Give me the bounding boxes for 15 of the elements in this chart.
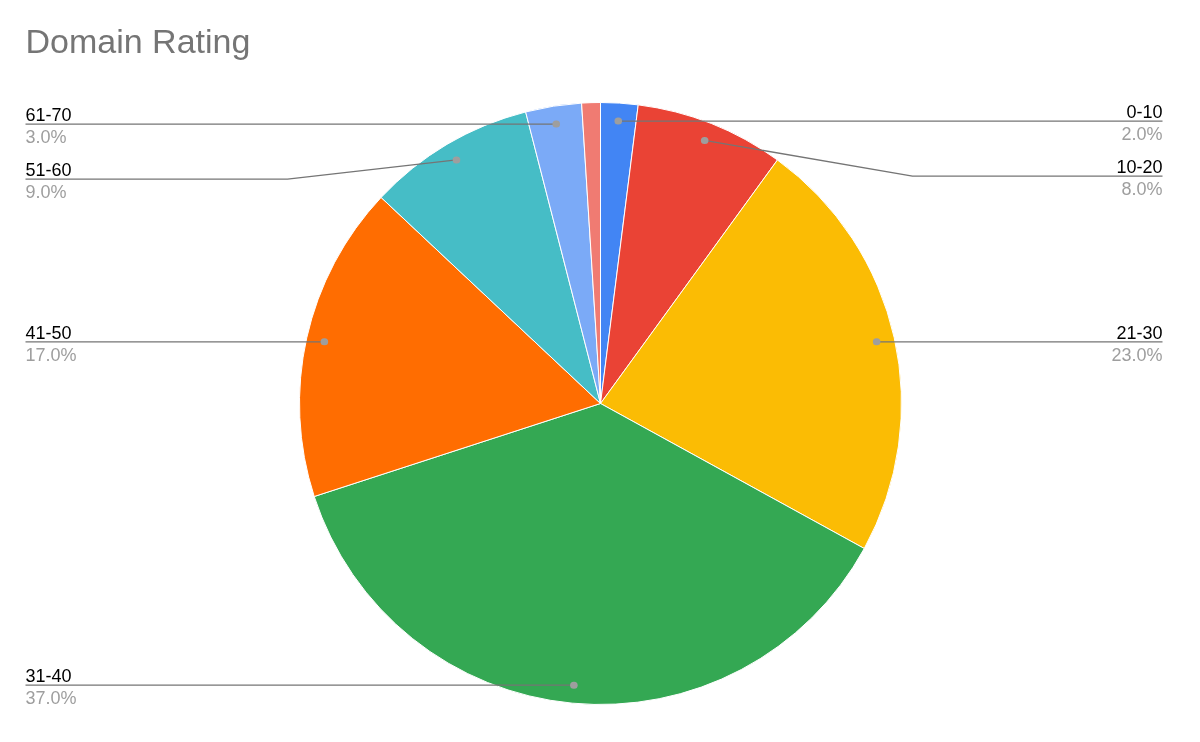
data-label: 17.0% xyxy=(25,344,77,365)
data-label: 37.0% xyxy=(25,688,77,709)
data-label: 9.0% xyxy=(25,182,67,203)
chart-title: Domain Rating xyxy=(25,21,251,60)
data-label: 23.0% xyxy=(1111,344,1163,365)
data-label: 3.0% xyxy=(25,127,67,148)
data-label: 2.0% xyxy=(1121,124,1163,145)
data-label: 8.0% xyxy=(1121,179,1163,200)
slice-label: 51-60 xyxy=(25,160,72,181)
slice-label: 61-70 xyxy=(25,105,72,126)
slice-label: 21-30 xyxy=(1116,322,1163,343)
slice-label: 31-40 xyxy=(25,666,72,687)
slice-label: 0-10 xyxy=(1126,102,1163,123)
slice-label: 10-20 xyxy=(1116,157,1163,178)
slice-label: 41-50 xyxy=(25,322,72,343)
